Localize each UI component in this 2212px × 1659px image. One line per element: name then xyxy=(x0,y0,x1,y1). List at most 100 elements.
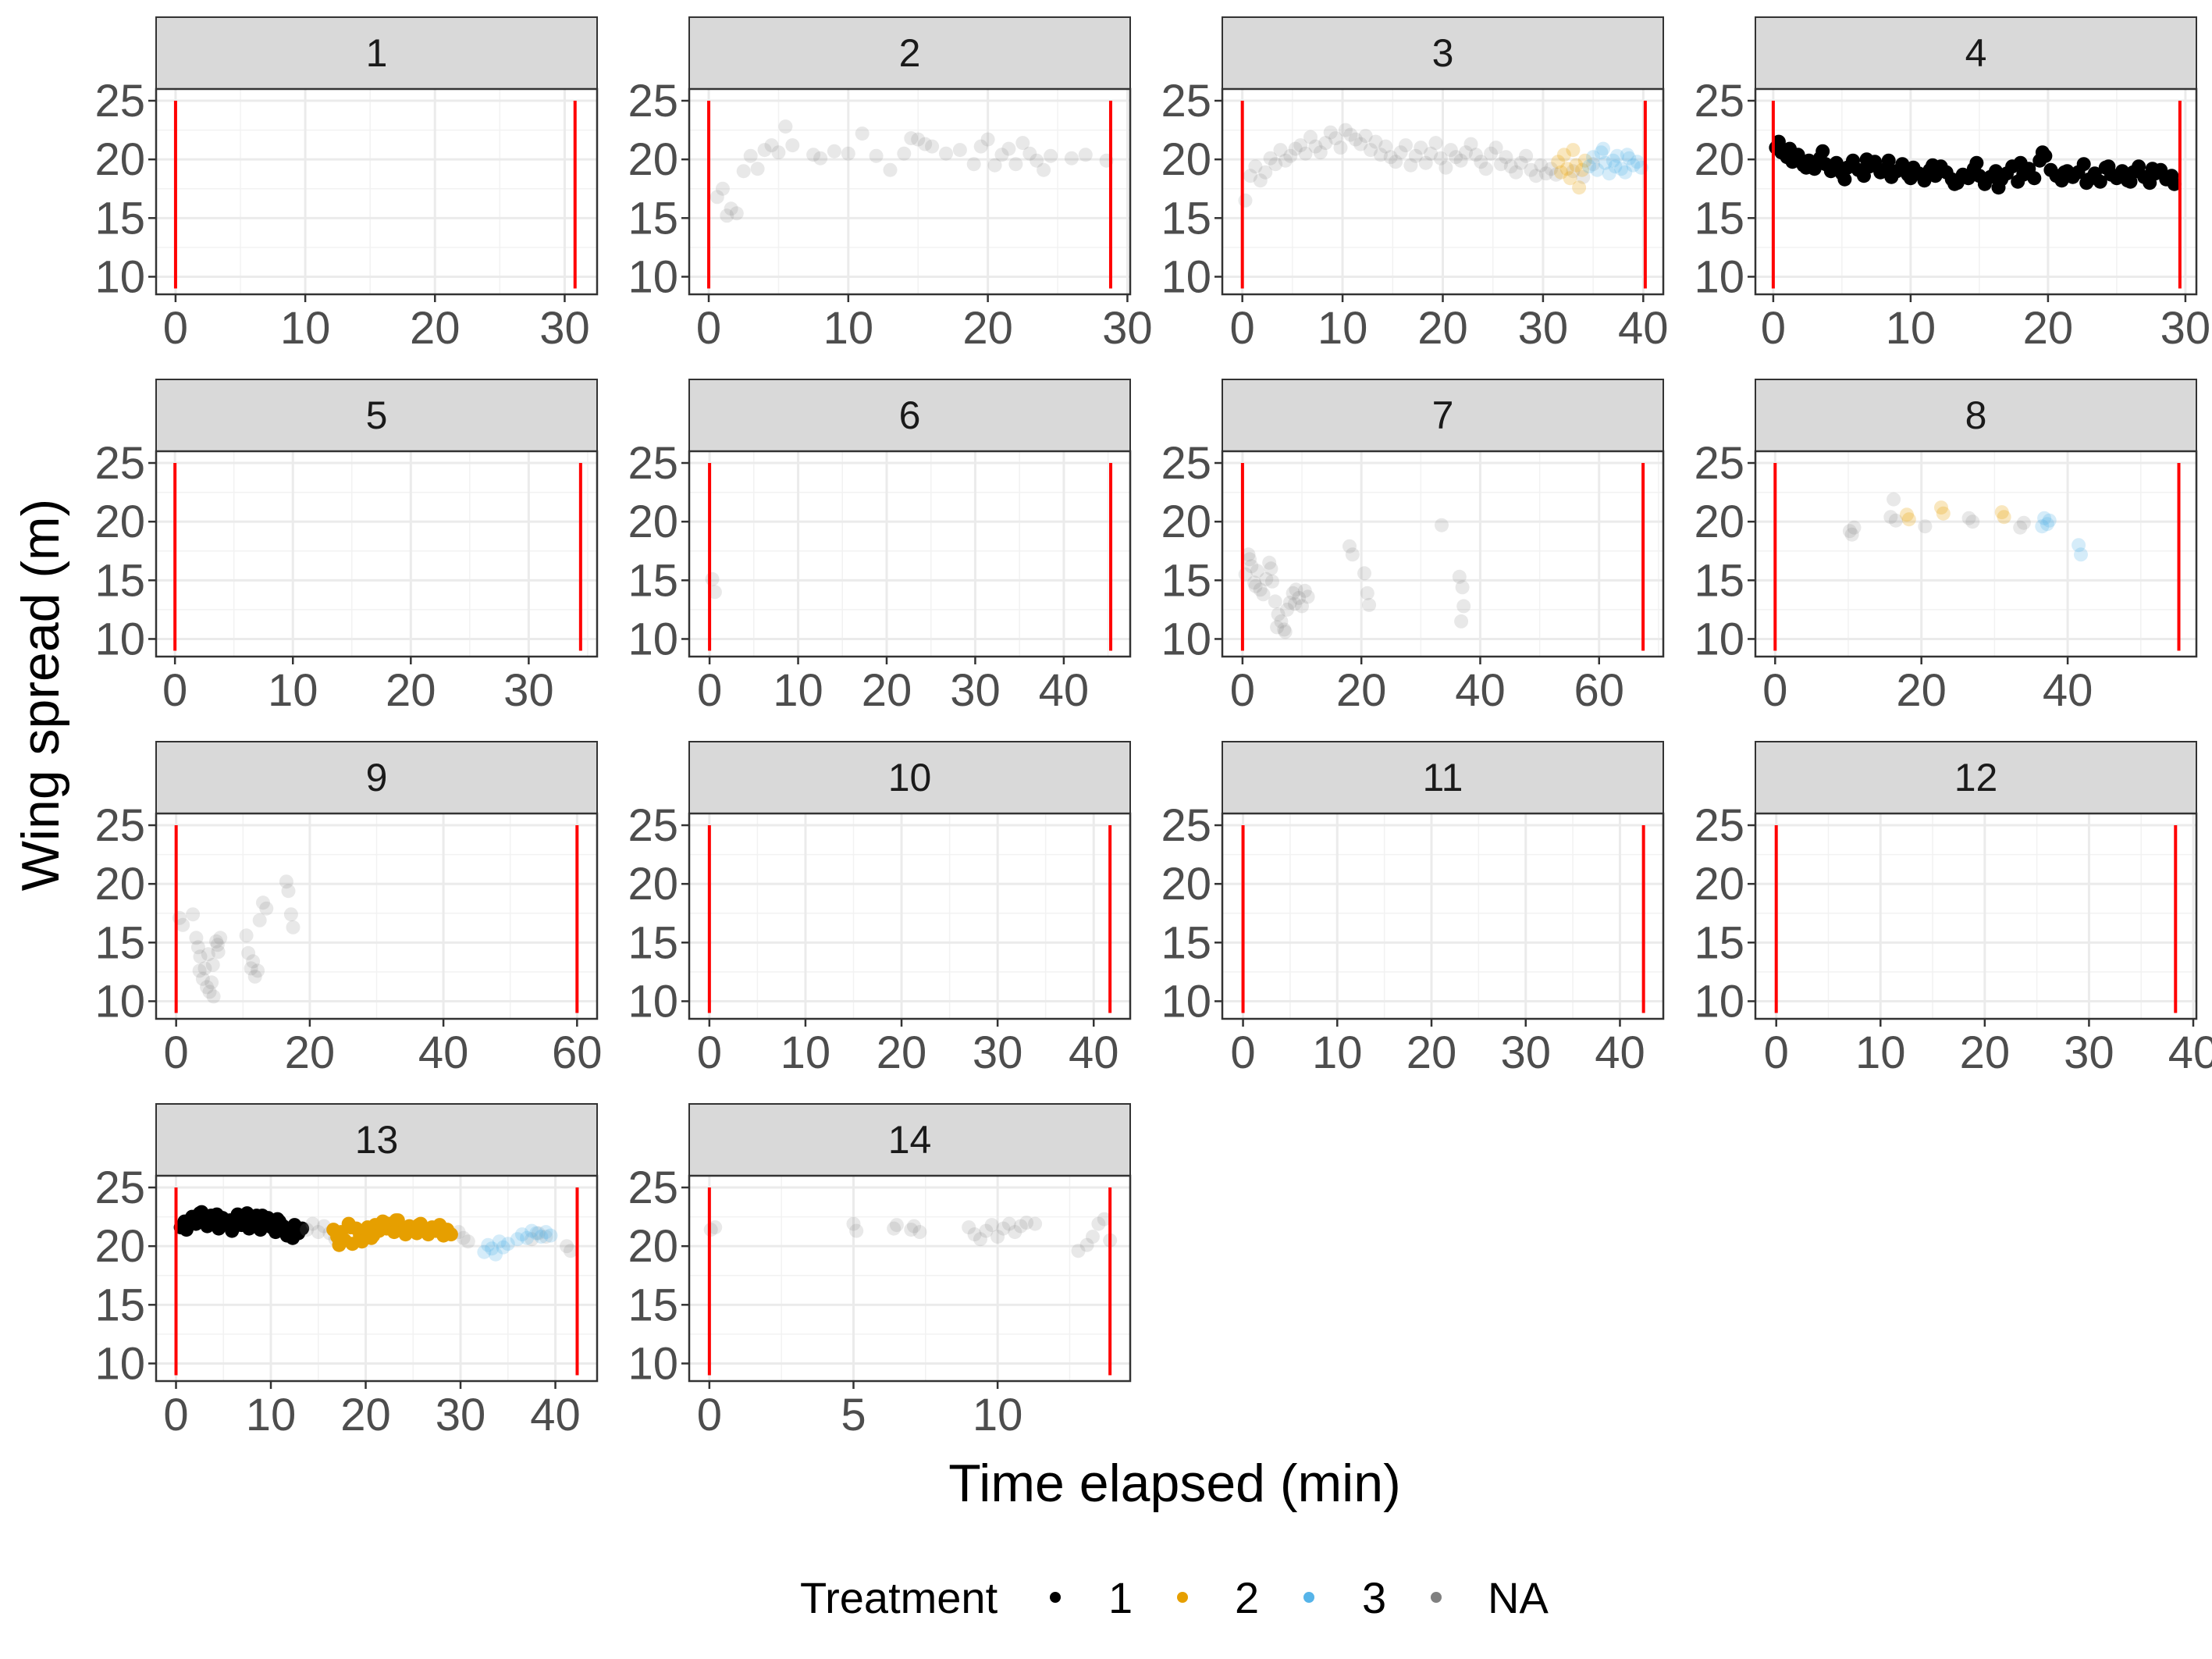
plot-area xyxy=(689,813,1130,1019)
data-point-treatment-NA xyxy=(1297,583,1312,598)
x-tick-label: 10 xyxy=(1318,303,1368,354)
x-tick-label: 40 xyxy=(530,1390,581,1440)
data-point-treatment-NA xyxy=(1549,167,1563,182)
data-point-treatment-3 xyxy=(1606,153,1620,168)
data-point-treatment-NA xyxy=(1263,151,1278,166)
data-point-treatment-NA xyxy=(707,585,722,600)
data-point-treatment-NA xyxy=(1044,148,1058,163)
x-tick-label: 40 xyxy=(1595,1027,1645,1078)
data-point-treatment-NA xyxy=(1273,143,1288,158)
data-point-treatment-NA xyxy=(1418,155,1433,170)
data-point-treatment-3 xyxy=(525,1223,539,1238)
data-point-treatment-NA xyxy=(1463,137,1478,151)
panel-border xyxy=(688,87,1132,296)
plot-area xyxy=(156,1176,597,1381)
data-point-treatment-NA xyxy=(1364,143,1378,158)
data-point-treatment-NA xyxy=(1455,580,1470,595)
data-point-treatment-NA xyxy=(841,146,855,161)
data-point-treatment-NA xyxy=(279,874,293,889)
data-point-treatment-NA xyxy=(1280,602,1294,617)
y-tick-label: 20 xyxy=(1161,497,1211,547)
data-point-treatment-NA xyxy=(897,146,912,161)
panel-border xyxy=(155,87,599,296)
y-tick-label: 25 xyxy=(1694,800,1744,851)
data-point-treatment-NA xyxy=(1283,148,1298,163)
data-point-treatment-NA xyxy=(1008,1225,1022,1240)
data-point-treatment-3 xyxy=(1586,150,1601,165)
legend-key-3 xyxy=(1303,1592,1314,1603)
y-tick-label: 25 xyxy=(1694,438,1744,489)
legend-key-2 xyxy=(1177,1592,1188,1603)
data-point-treatment-2 xyxy=(1575,162,1589,177)
data-point-treatment-NA xyxy=(193,949,208,964)
data-point-treatment-NA xyxy=(724,201,738,216)
y-tick-label: 15 xyxy=(94,193,145,244)
data-point-treatment-NA xyxy=(952,143,967,158)
x-tick-label: 0 xyxy=(1764,1027,1789,1078)
x-tick-label: 30 xyxy=(1102,303,1153,354)
data-point-treatment-NA xyxy=(1368,134,1383,149)
y-tick-label: 20 xyxy=(1694,497,1744,547)
y-tick-label: 15 xyxy=(628,917,678,968)
data-point-treatment-3 xyxy=(2074,547,2088,562)
data-point-treatment-NA xyxy=(1494,157,1508,172)
data-point-treatment-3 xyxy=(1596,141,1610,156)
x-tick-label: 30 xyxy=(2160,303,2211,354)
facet-strip-label: 2 xyxy=(899,31,921,75)
y-tick-label: 25 xyxy=(94,438,145,489)
data-point-treatment-3 xyxy=(496,1240,510,1255)
data-point-treatment-NA xyxy=(246,954,261,969)
data-point-treatment-NA xyxy=(241,945,256,960)
facet-strip-label: 13 xyxy=(355,1118,399,1162)
x-tick-label: 20 xyxy=(1417,303,1468,354)
data-point-treatment-NA xyxy=(994,148,1009,162)
facet-strip-label: 3 xyxy=(1432,31,1454,75)
y-tick-label: 20 xyxy=(628,1221,678,1272)
data-point-treatment-NA xyxy=(1250,564,1264,579)
data-point-treatment-3 xyxy=(2072,538,2086,553)
data-point-treatment-NA xyxy=(1503,159,1518,174)
panel-border xyxy=(155,450,599,658)
data-point-treatment-1 xyxy=(1799,160,1814,175)
data-point-treatment-3 xyxy=(1626,158,1641,173)
data-point-treatment-NA xyxy=(1013,1219,1028,1234)
y-tick-label: 15 xyxy=(1161,193,1211,244)
y-tick-label: 15 xyxy=(1161,917,1211,968)
facet-strip xyxy=(1222,16,1664,90)
data-point-treatment-NA xyxy=(1399,138,1413,153)
data-point-treatment-NA xyxy=(1247,575,1262,590)
data-point-treatment-1 xyxy=(1947,176,1962,191)
data-point-treatment-NA xyxy=(1586,157,1601,172)
data-point-treatment-NA xyxy=(1238,193,1253,208)
facet-panel-5: 5 10 15 20 25 0 10 20 30 xyxy=(94,379,599,716)
plot-area xyxy=(1755,813,2196,1019)
data-point-treatment-NA xyxy=(1918,519,1933,534)
x-tick-label: 10 xyxy=(280,303,331,354)
data-point-treatment-1 xyxy=(1859,152,1874,167)
y-tick-label: 25 xyxy=(1694,76,1744,126)
x-tick-label: 10 xyxy=(823,303,874,354)
data-point-treatment-NA xyxy=(192,963,207,978)
data-point-treatment-NA xyxy=(1538,166,1553,181)
facet-strip xyxy=(155,16,598,90)
data-point-treatment-NA xyxy=(1078,148,1093,162)
data-point-treatment-NA xyxy=(1887,492,1901,507)
data-point-treatment-NA xyxy=(1019,1216,1034,1230)
facet-strip xyxy=(155,1103,598,1177)
data-point-treatment-NA xyxy=(1544,162,1559,176)
y-tick-label: 15 xyxy=(628,555,678,606)
plot-area xyxy=(689,1176,1130,1381)
x-tick-label: 60 xyxy=(552,1027,603,1078)
data-point-treatment-NA xyxy=(1256,587,1271,602)
facet-panel-10: 10 10 15 20 25 0 10 20 30 40 xyxy=(628,741,1132,1078)
data-point-treatment-2 xyxy=(411,1218,426,1233)
x-tick-label: 60 xyxy=(1574,665,1625,716)
data-point-treatment-2 xyxy=(1551,155,1566,169)
data-point-treatment-NA xyxy=(186,907,201,922)
x-tick-label: 20 xyxy=(340,1390,391,1440)
y-tick-label: 10 xyxy=(1694,614,1744,664)
data-point-treatment-3 xyxy=(539,1225,553,1240)
data-point-treatment-1 xyxy=(1771,134,1786,149)
x-tick-label: 20 xyxy=(1336,665,1387,716)
facet-strip-label: 4 xyxy=(1965,31,1987,75)
